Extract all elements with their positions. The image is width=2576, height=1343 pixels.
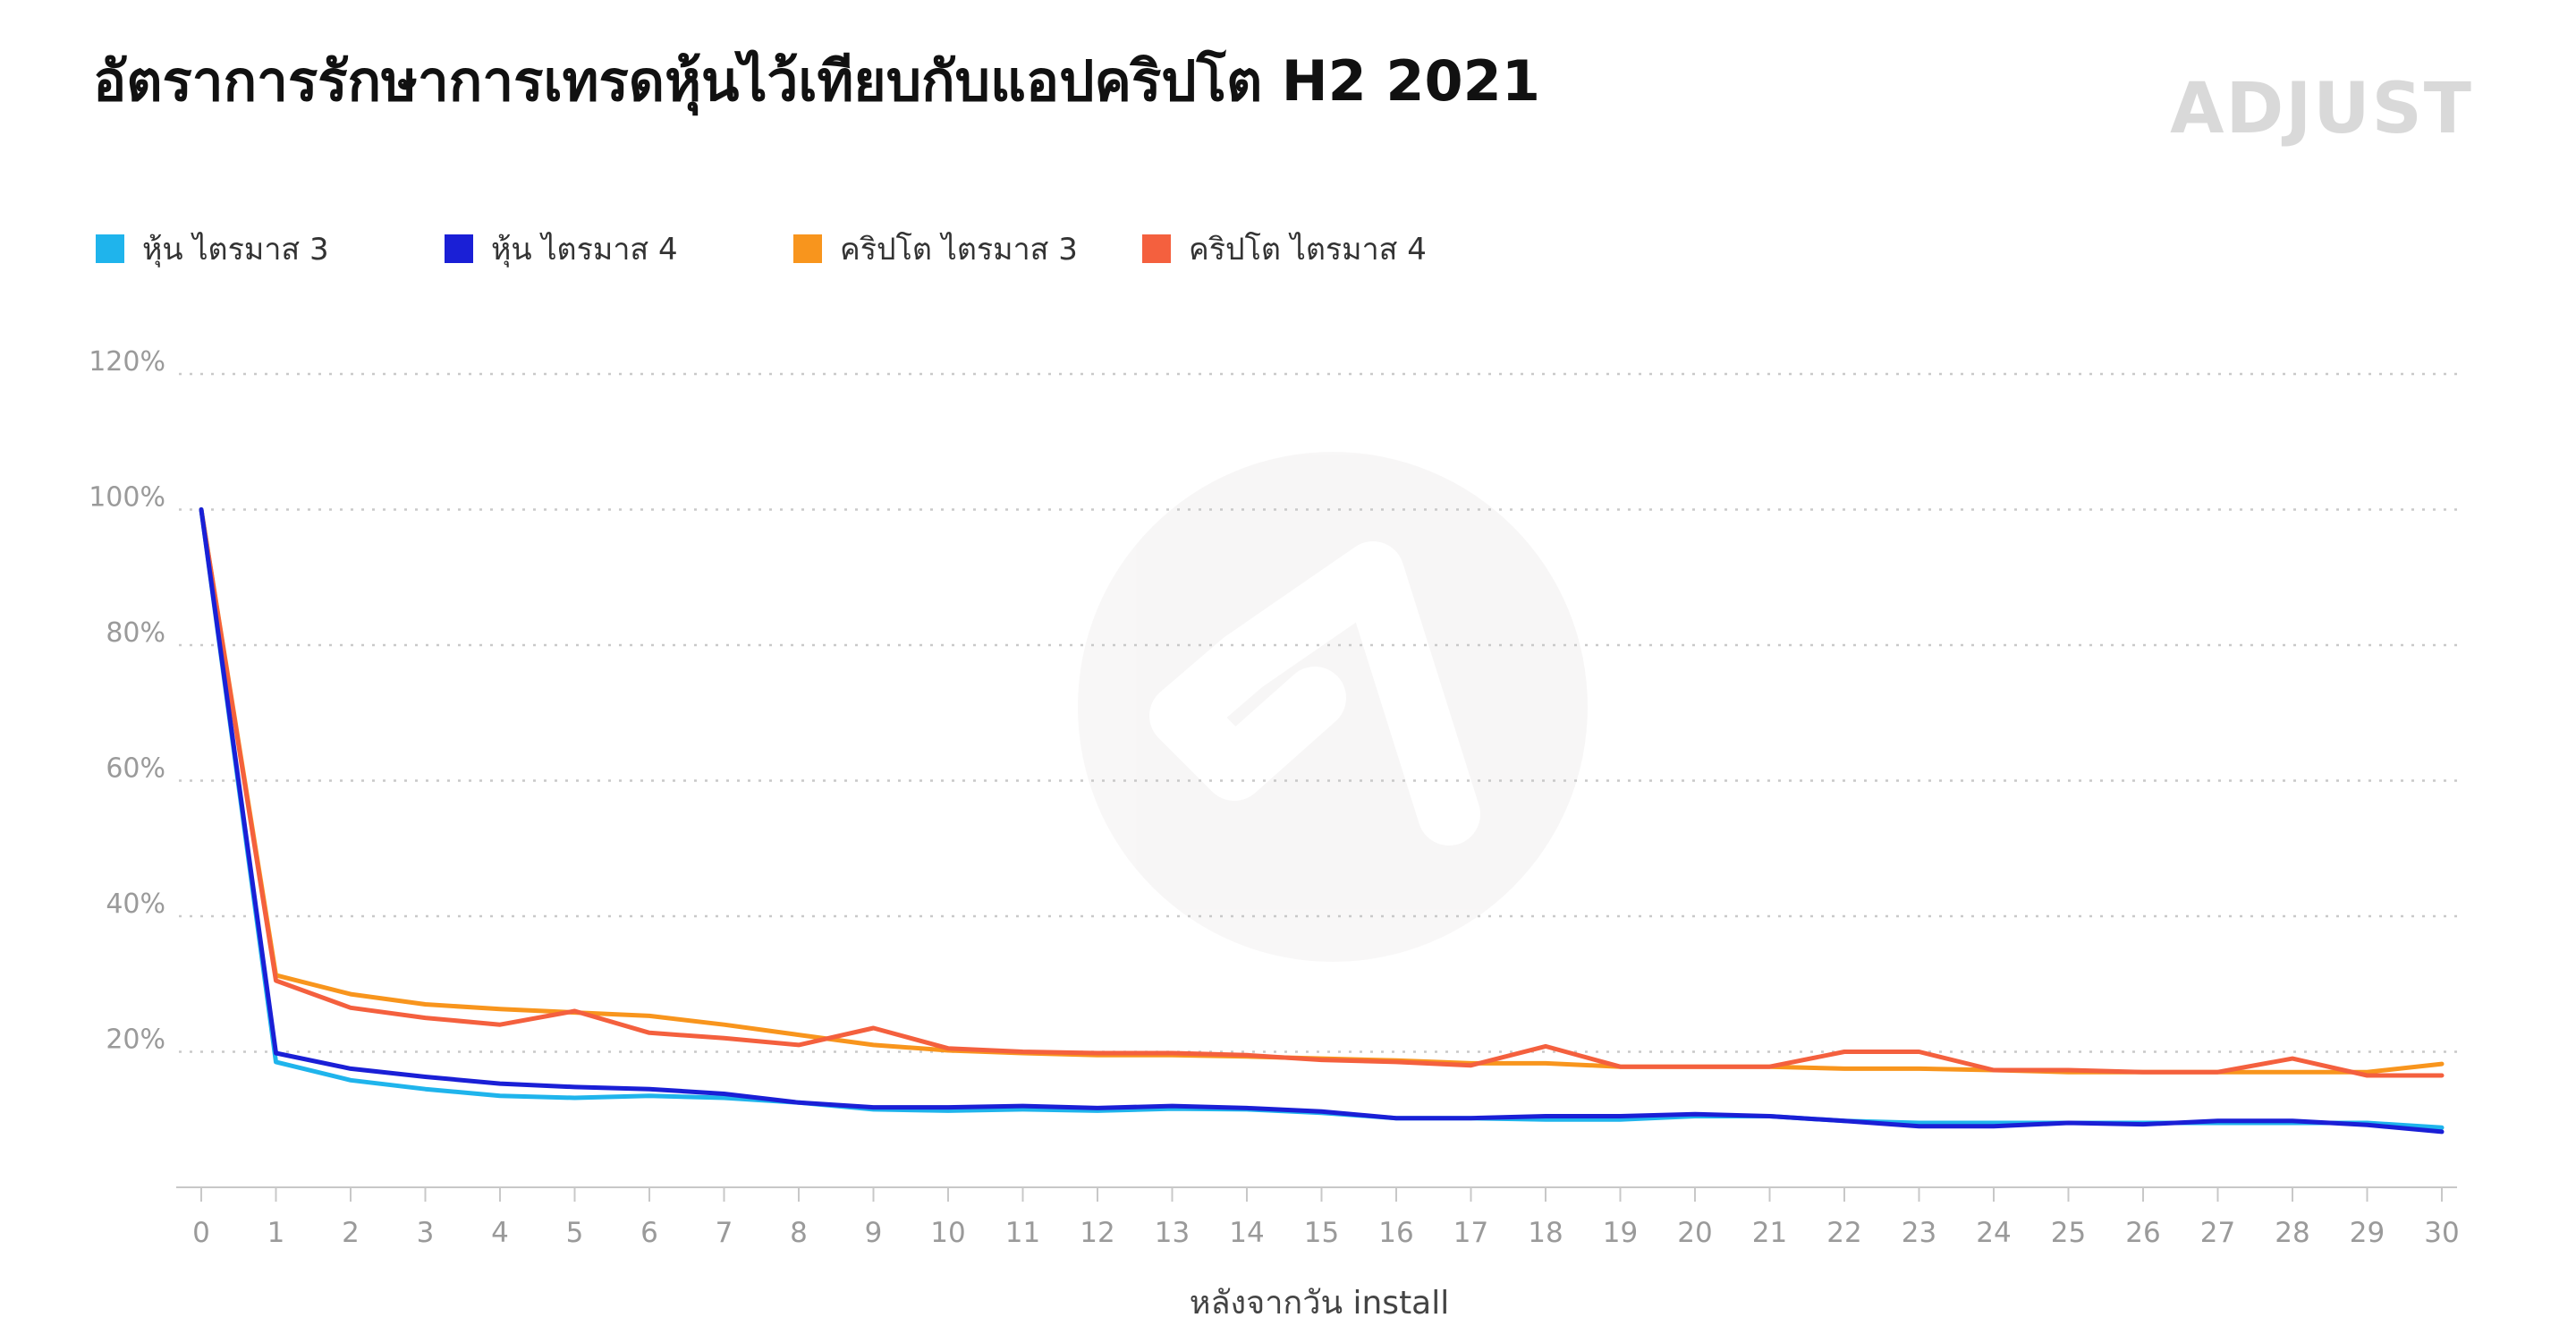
x-tick-label: 20 <box>1677 1217 1712 1249</box>
legend-label: หุ้น ไตรมาส 3 <box>142 232 329 268</box>
x-tick-label: 17 <box>1453 1217 1488 1249</box>
y-tick-label: 60% <box>106 753 165 785</box>
x-tick-label: 2 <box>342 1217 360 1249</box>
legend-label: หุ้น ไตรมาส 4 <box>491 232 678 268</box>
legend-swatch <box>445 234 473 263</box>
y-tick-label: 20% <box>106 1024 165 1056</box>
x-tick-label: 24 <box>1976 1217 2011 1249</box>
x-tick-label: 30 <box>2424 1217 2459 1249</box>
x-tick-label: 26 <box>2125 1217 2160 1249</box>
x-tick-label: 13 <box>1155 1217 1190 1249</box>
y-tick-label: 80% <box>106 617 165 649</box>
x-tick-label: 0 <box>192 1217 210 1249</box>
legend-item: หุ้น ไตรมาส 4 <box>445 232 678 268</box>
y-axis-ticks: 20% 40% 60% 80% 100% 120% <box>89 346 165 1056</box>
x-tick-label: 12 <box>1080 1217 1114 1249</box>
legend-item: หุ้น ไตรมาส 3 <box>96 232 329 268</box>
legend-swatch <box>1142 234 1171 263</box>
x-tick-label: 1 <box>267 1217 285 1249</box>
x-tick-label: 28 <box>2275 1217 2309 1249</box>
adjust-logo: ADJUST <box>2170 69 2473 149</box>
adjust-logo-text: ADJUST <box>2170 69 2473 149</box>
x-tick-label: 9 <box>865 1217 883 1249</box>
x-tick-label: 15 <box>1304 1217 1339 1249</box>
x-tick-label: 22 <box>1826 1217 1861 1249</box>
x-tick-label: 11 <box>1005 1217 1040 1249</box>
legend-item: คริปโต ไตรมาส 3 <box>793 232 1078 268</box>
gridlines <box>179 372 2457 1053</box>
x-tick-label: 6 <box>640 1217 658 1249</box>
legend-swatch <box>96 234 124 263</box>
y-tick-label: 40% <box>106 888 165 920</box>
legend-label: คริปโต ไตรมาส 3 <box>840 232 1078 268</box>
legend-swatch <box>793 234 822 263</box>
x-axis-label: หลังจากวัน install <box>1190 1285 1450 1322</box>
series-line-1 <box>199 507 2445 1135</box>
x-tick-label: 19 <box>1603 1217 1638 1249</box>
x-tick-label: 27 <box>2200 1217 2235 1249</box>
watermark-logo <box>1078 452 1588 962</box>
x-tick-label: 5 <box>566 1217 584 1249</box>
x-tick-label: 3 <box>417 1217 435 1249</box>
x-tick-label: 18 <box>1528 1217 1563 1249</box>
y-tick-label: 100% <box>89 482 165 514</box>
y-tick-label: 120% <box>89 346 165 378</box>
x-tick-label: 14 <box>1229 1217 1264 1249</box>
x-tick-label: 16 <box>1378 1217 1413 1249</box>
x-tick-label: 10 <box>930 1217 965 1249</box>
legend-label: คริปโต ไตรมาส 4 <box>1189 232 1427 268</box>
x-tick-label: 25 <box>2051 1217 2086 1249</box>
series-line-3 <box>199 507 2445 1078</box>
x-tick-label: 23 <box>1902 1217 1936 1249</box>
x-tick-label: 8 <box>790 1217 808 1249</box>
x-tick-label: 21 <box>1752 1217 1787 1249</box>
x-tick-label: 7 <box>716 1217 733 1249</box>
chart-title: อัตราการรักษาการเทรดหุ้นไว้เทียบกับแอปคร… <box>93 48 1540 115</box>
x-tick-label: 4 <box>491 1217 509 1249</box>
series-lines <box>199 507 2445 1135</box>
x-tick-label: 29 <box>2350 1217 2385 1249</box>
legend-item: คริปโต ไตรมาส 4 <box>1142 232 1427 268</box>
chart-legend: หุ้น ไตรมาส 3 หุ้น ไตรมาส 4 คริปโต ไตรมาส … <box>96 232 1427 268</box>
x-axis-ticks: 0 1 2 3 4 5 6 7 8 9 10 11 12 13 14 15 16 17 18 19 20 21 22 23 24… <box>192 1187 2460 1249</box>
